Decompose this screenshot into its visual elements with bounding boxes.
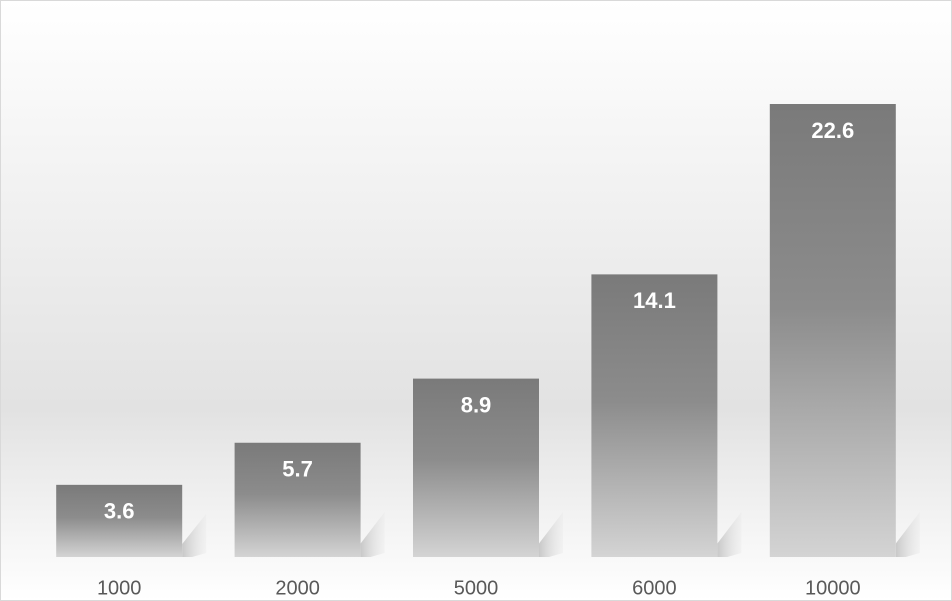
data-label: 8.9	[461, 392, 492, 417]
x-tick-label: 10000	[805, 577, 861, 599]
data-label: 5.7	[282, 457, 313, 482]
bar	[234, 442, 361, 557]
bar-shadow	[182, 513, 207, 557]
data-label: 14.1	[633, 288, 676, 313]
bar-shadow	[717, 512, 742, 557]
bar-shadow	[895, 512, 920, 557]
bar	[413, 378, 539, 557]
x-tick-label: 5000	[454, 577, 499, 599]
bar-shadow	[539, 512, 563, 557]
bar	[56, 484, 183, 557]
data-label: 22.6	[811, 118, 854, 143]
x-tick-label: 2000	[275, 577, 320, 599]
bar	[591, 274, 718, 557]
bar-shadow	[360, 512, 385, 557]
data-label: 3.6	[104, 499, 135, 524]
x-tick-label: 1000	[97, 577, 142, 599]
bar	[769, 104, 896, 557]
x-tick-label: 6000	[632, 577, 677, 599]
